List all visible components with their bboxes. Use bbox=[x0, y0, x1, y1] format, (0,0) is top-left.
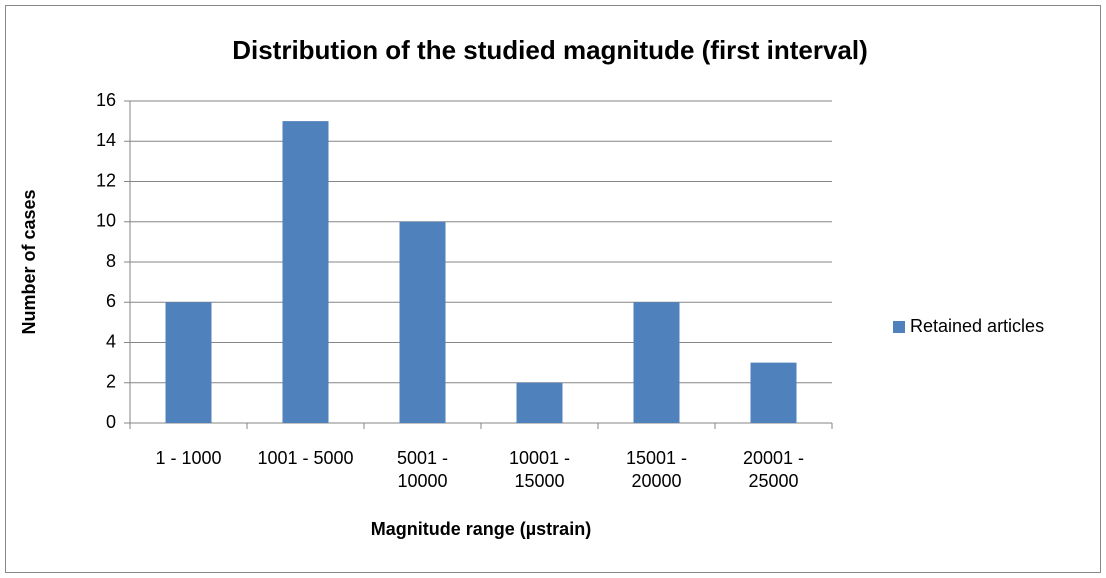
bar bbox=[750, 362, 797, 423]
legend-swatch bbox=[893, 321, 905, 333]
y-axis-title: Number of cases bbox=[19, 189, 39, 334]
x-tick-label: 20001 - 25000 bbox=[742, 448, 805, 491]
chart-border bbox=[5, 5, 1101, 573]
x-tick-label: 10001 - 15000 bbox=[508, 448, 571, 491]
x-tick-label: 5001 - 10000 bbox=[396, 448, 449, 491]
y-tick-label: 14 bbox=[96, 130, 116, 150]
bar bbox=[399, 221, 446, 423]
bar bbox=[282, 121, 329, 423]
y-tick-label: 10 bbox=[96, 211, 116, 231]
chart-title: Distribution of the studied magnitude (f… bbox=[232, 35, 868, 65]
y-tick-label: 2 bbox=[106, 372, 116, 392]
y-tick-label: 0 bbox=[106, 412, 116, 432]
y-tick-label: 16 bbox=[96, 90, 116, 110]
x-tick-label: 1001 - 5000 bbox=[257, 448, 354, 468]
y-tick-label: 8 bbox=[106, 251, 116, 271]
x-axis-title: Magnitude range (µstrain) bbox=[371, 519, 591, 539]
bar bbox=[516, 382, 563, 423]
x-tick-label: 1 - 1000 bbox=[155, 448, 222, 468]
y-tick-label: 4 bbox=[106, 331, 116, 351]
x-tick-label: 15001 - 20000 bbox=[625, 448, 688, 491]
bar bbox=[633, 302, 680, 423]
y-tick-label: 12 bbox=[96, 170, 116, 190]
y-tick-label: 6 bbox=[106, 291, 116, 311]
bar bbox=[165, 302, 212, 423]
legend-label: Retained articles bbox=[910, 316, 1044, 336]
